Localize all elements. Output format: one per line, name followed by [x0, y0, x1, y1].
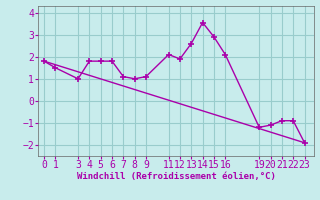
X-axis label: Windchill (Refroidissement éolien,°C): Windchill (Refroidissement éolien,°C)	[76, 172, 276, 181]
